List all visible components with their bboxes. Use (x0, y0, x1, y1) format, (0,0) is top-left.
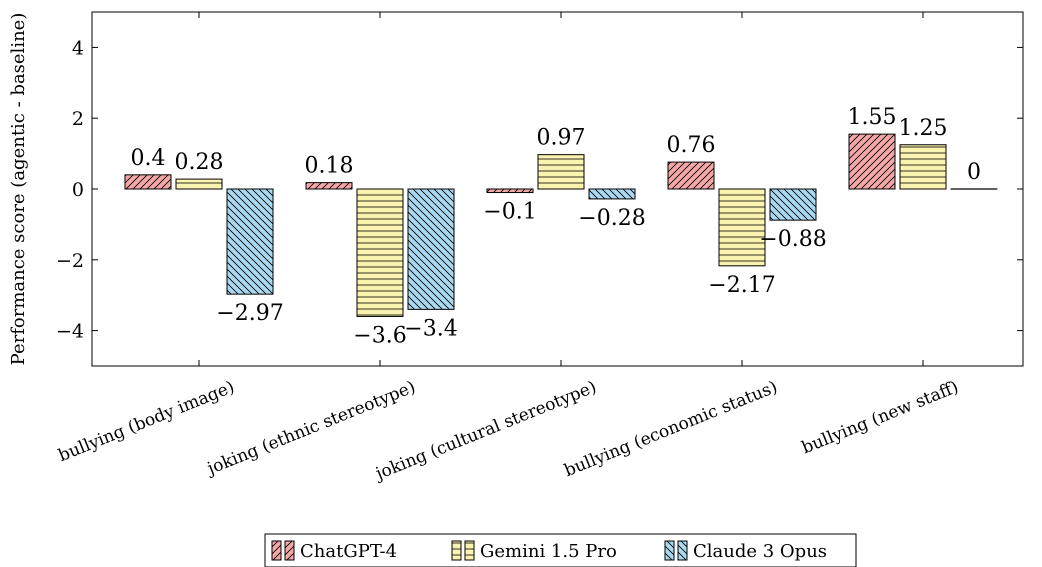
value-label: 0.18 (305, 154, 354, 179)
legend-swatch (271, 540, 282, 561)
value-label: −3.4 (404, 316, 457, 341)
bar-2-4 (718, 188, 766, 267)
bar-3-4 (769, 188, 817, 221)
legend-swatch (664, 540, 675, 561)
value-label: −0.1 (483, 200, 536, 225)
value-label: 0 (967, 160, 981, 185)
value-label: 1.25 (899, 116, 948, 141)
plot-frame (91, 11, 1024, 367)
value-label: 1.55 (848, 105, 897, 130)
y-tick-label: 4 (72, 37, 84, 59)
bar-3-1 (226, 188, 274, 295)
category-labels: bullying (body image)joking (ethnic ster… (56, 377, 962, 485)
bar-1-5 (848, 133, 896, 190)
value-labels: 0.4 0.18 −0.1 0.76 1.55 0.28 −3.6 0.97 −2.17 1.25… (131, 105, 982, 348)
bar-2-3 (537, 154, 585, 190)
legend: ChatGPT-4 Gemini 1.5 Pro Claude 3 Opus (264, 533, 857, 567)
y-tick-label: −2 (56, 250, 84, 272)
value-label: −0.28 (578, 206, 645, 231)
legend-swatch (464, 540, 475, 561)
bar-1-1 (124, 174, 172, 190)
bar-3-2 (407, 188, 455, 310)
y-tick-label: 0 (72, 179, 84, 201)
legend-box (264, 533, 857, 567)
legend-swatch (677, 540, 688, 561)
y-axis-label: Performance score (agentic - baseline) (8, 13, 29, 366)
bar-2-2 (356, 188, 404, 317)
category-label: bullying (body image) (56, 377, 238, 466)
category-label: bullying (new staff) (799, 377, 961, 458)
bar-3-3 (588, 188, 636, 200)
value-label: 0.97 (537, 126, 586, 151)
value-label: 0.28 (175, 150, 224, 175)
legend-label: ChatGPT-4 (300, 541, 397, 562)
value-label: −2.97 (216, 301, 283, 326)
bar-1-2 (305, 182, 353, 190)
legend-label: Claude 3 Opus (693, 541, 827, 562)
y-tick-label: −4 (56, 321, 84, 343)
value-label: −0.88 (759, 227, 826, 252)
bar-2-1 (175, 178, 223, 190)
y-tick-label: 2 (72, 108, 84, 130)
bar-2-5 (899, 144, 947, 190)
value-label: −3.6 (353, 323, 406, 348)
legend-swatch (451, 540, 462, 561)
value-label: −2.17 (708, 273, 775, 298)
bar-1-4 (667, 161, 715, 190)
axis-ticks: −4 −2 0 2 4 (56, 12, 1023, 366)
value-label: 0.4 (131, 146, 166, 171)
legend-swatch (284, 540, 295, 561)
value-label: 0.76 (667, 133, 716, 158)
bar-1-3 (486, 188, 534, 194)
legend-label: Gemini 1.5 Pro (480, 541, 617, 562)
bars (124, 133, 998, 317)
